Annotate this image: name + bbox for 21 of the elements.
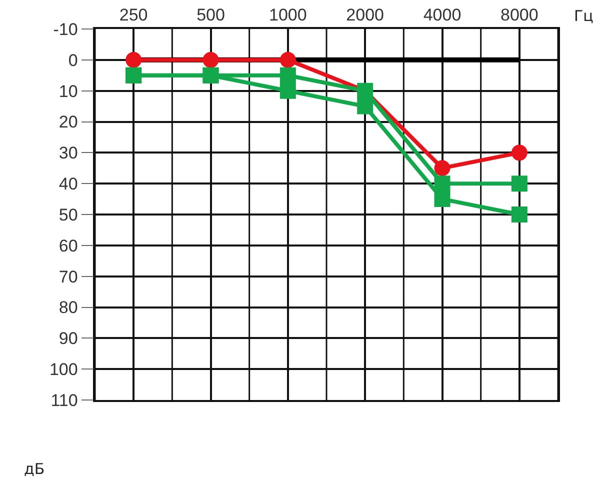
- x-tick-label: 1000: [269, 5, 307, 24]
- y-tick-label: 90: [58, 329, 78, 348]
- y-tick-label: 60: [58, 236, 78, 256]
- y-tick-label: 30: [58, 144, 78, 163]
- y-tick-label: 50: [58, 205, 78, 224]
- x-tick-label: 8000: [500, 5, 538, 24]
- y-tick-label: 40: [58, 174, 78, 194]
- y-tick-label: 110: [50, 390, 78, 410]
- y-tick-label: 100: [49, 360, 78, 380]
- x-axis-title: Гц: [574, 7, 594, 25]
- y-tick-label: 70: [58, 267, 78, 286]
- y-axis-title: дБ: [24, 460, 45, 478]
- x-tick-label: 500: [196, 5, 225, 24]
- x-tick-label: 250: [119, 5, 148, 24]
- x-tick-label: 4000: [423, 5, 462, 24]
- y-tick-label: 10: [58, 82, 78, 101]
- y-tick-label: 20: [58, 112, 78, 132]
- y-tick-label: 0: [68, 50, 78, 70]
- x-tick-label: 2000: [346, 5, 384, 24]
- y-tick-label: 80: [58, 298, 78, 318]
- y-tick-label: -10: [53, 20, 78, 39]
